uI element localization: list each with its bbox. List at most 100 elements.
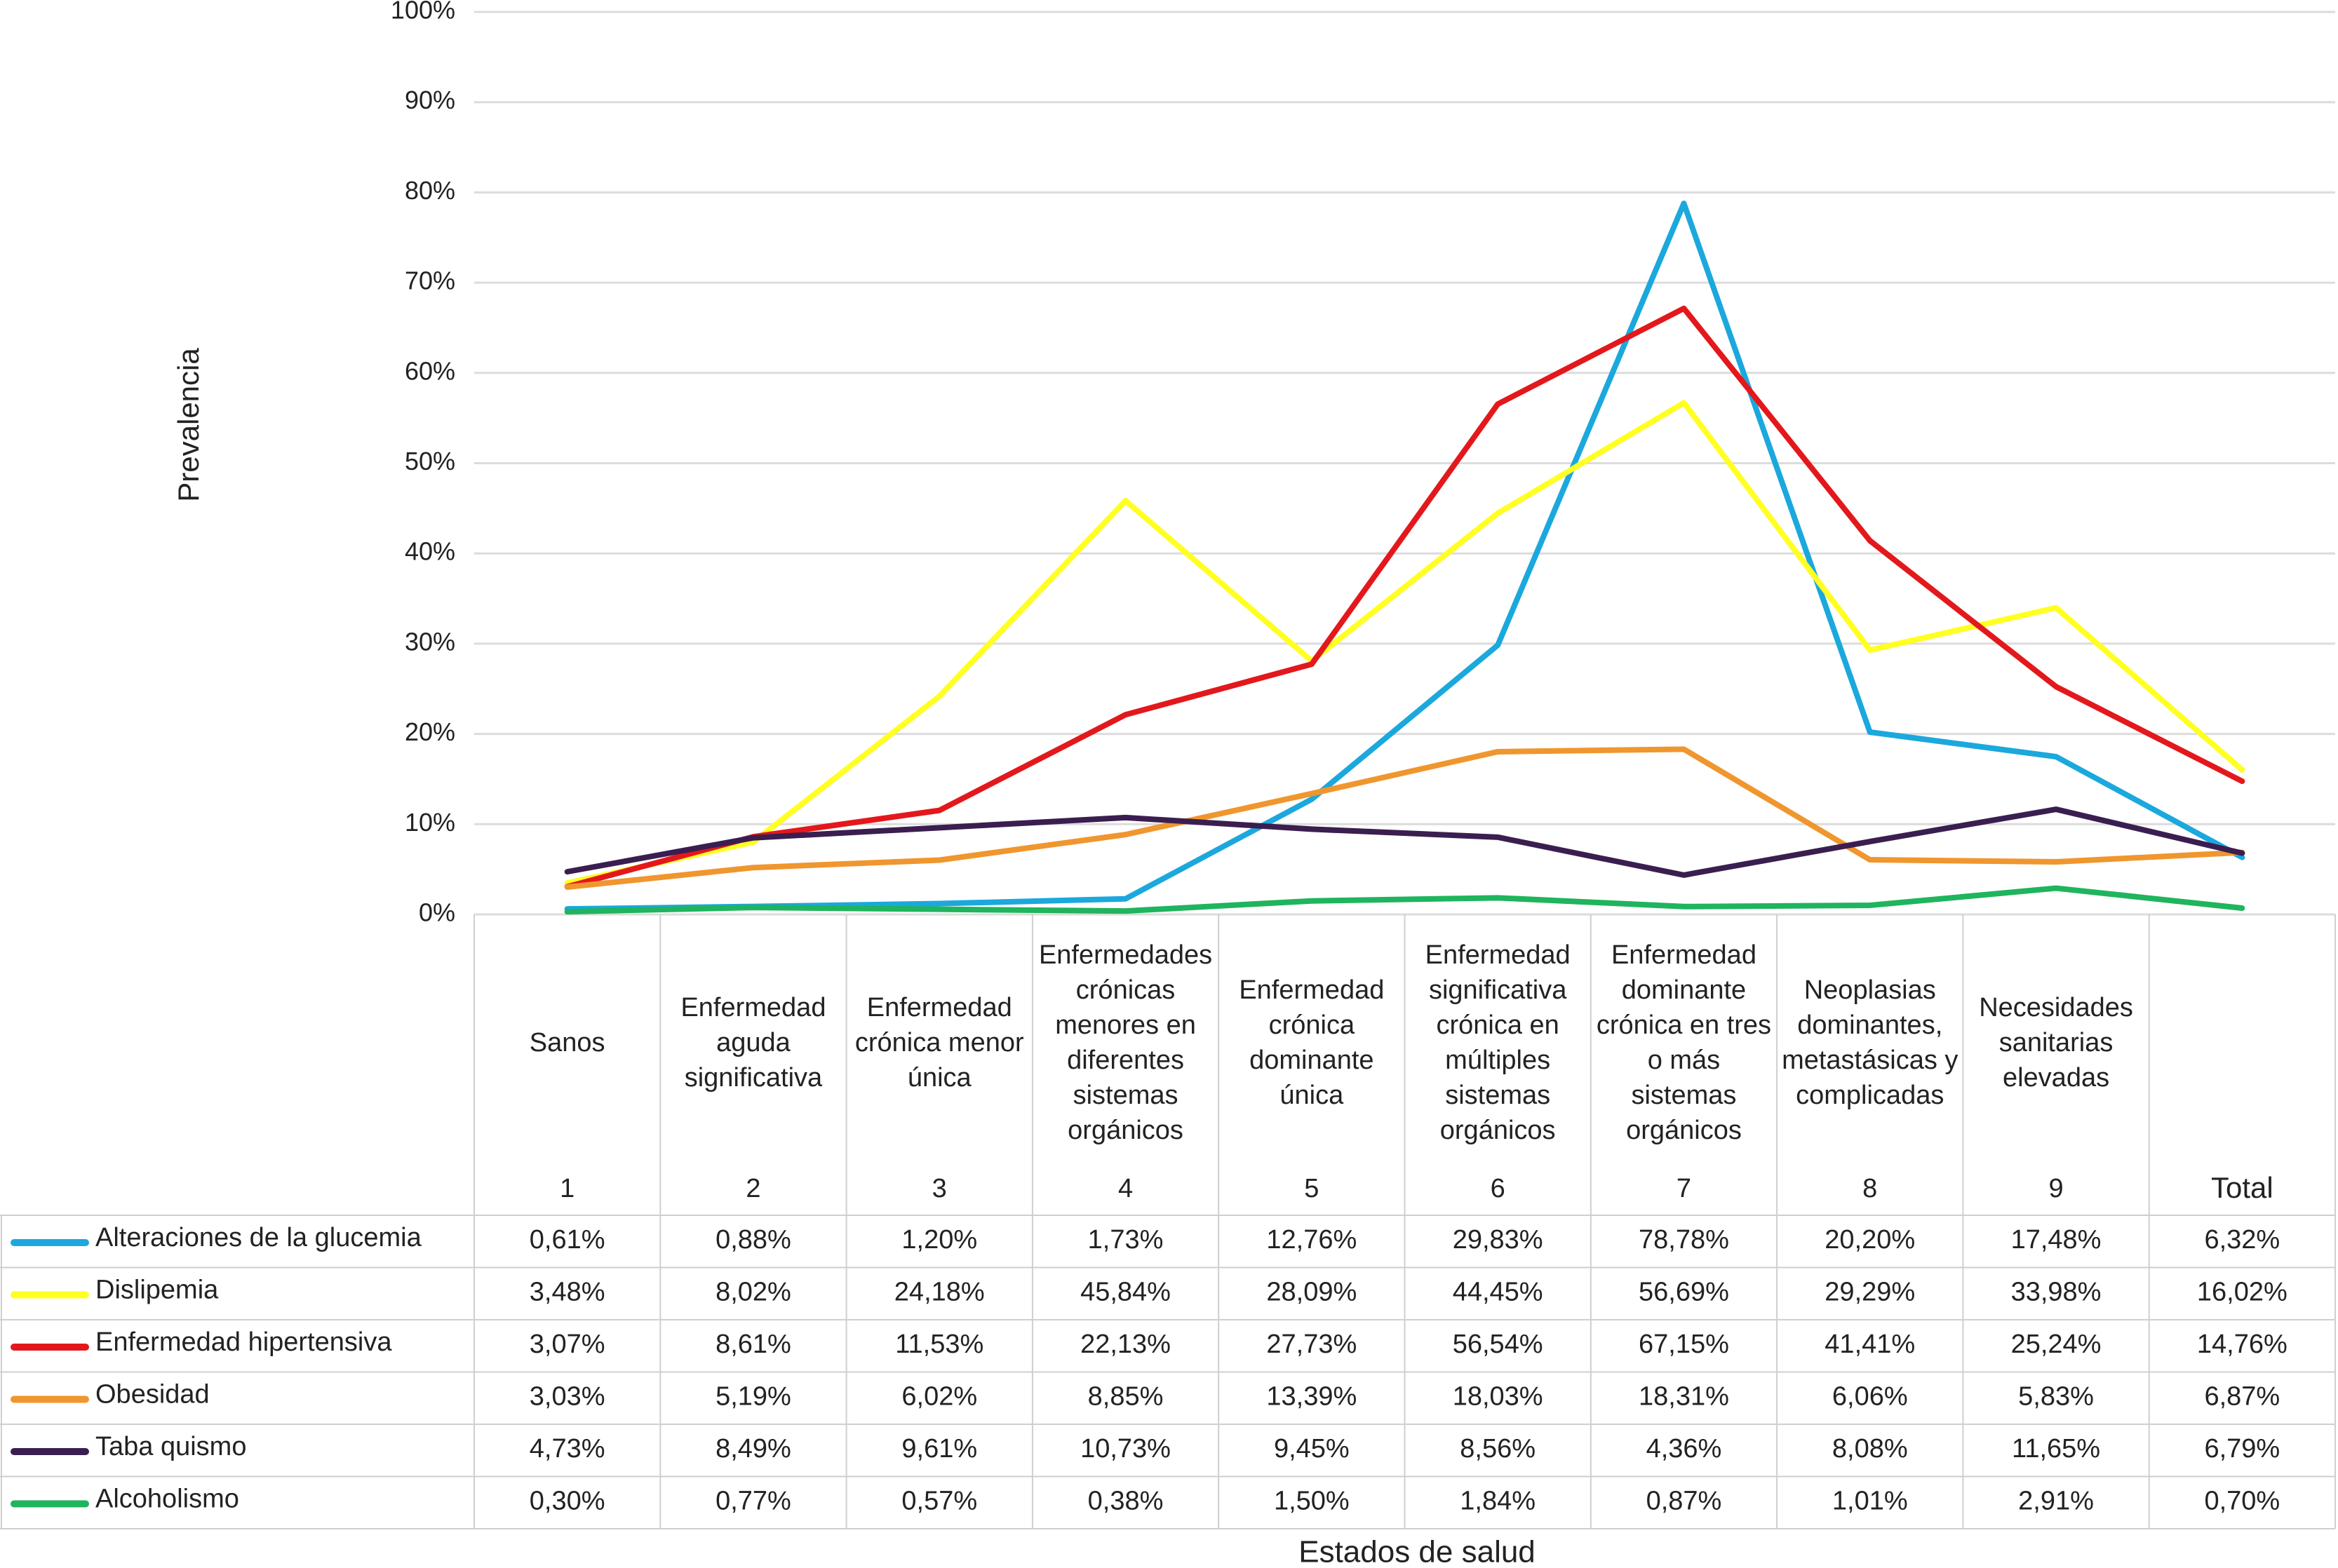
value-label: 24,18%	[894, 1278, 985, 1307]
series-line	[564, 400, 2245, 886]
value-label: 6,79%	[2204, 1434, 2280, 1464]
category-description: Enfermedad dominante crónica en tres o m…	[1596, 940, 1772, 1146]
legend-label: Alcoholismo	[95, 1485, 239, 1514]
y-tick-label: 70%	[405, 266, 455, 295]
x-tick-label: 9	[2048, 1174, 2063, 1203]
legend-label: Alteraciones de la glucemia	[95, 1223, 422, 1252]
value-label: 0,88%	[715, 1225, 791, 1255]
y-tick-label: 100%	[391, 0, 455, 25]
value-label: 28,09%	[1266, 1278, 1357, 1307]
value-label: 44,45%	[1453, 1278, 1543, 1307]
category-description: Enfermedad crónica menor única	[854, 992, 1024, 1093]
category-description: Enfermedades crónicas menores en diferen…	[1038, 940, 1213, 1146]
value-label: 17,48%	[2011, 1225, 2102, 1255]
x-tick-label: 2	[746, 1174, 760, 1203]
value-label: 6,02%	[901, 1382, 977, 1412]
value-label: 56,54%	[1453, 1330, 1543, 1359]
legend-label: Enfermedad hipertensiva	[95, 1327, 392, 1357]
value-label: 0,87%	[1646, 1487, 1722, 1516]
value-label: 0,57%	[901, 1487, 977, 1516]
series-line	[564, 201, 2245, 912]
series-line	[564, 885, 2245, 915]
value-label: 6,06%	[1832, 1382, 1908, 1412]
y-tick-label: 60%	[405, 356, 455, 385]
value-label: 4,36%	[1646, 1434, 1722, 1464]
value-label: 12,76%	[1266, 1225, 1357, 1255]
value-label: 18,31%	[1639, 1382, 1729, 1412]
y-tick-label: 0%	[419, 898, 455, 927]
series-line	[564, 305, 2245, 890]
category-description: Enfermedad crónica dominante única	[1239, 975, 1385, 1111]
value-label: 33,98%	[2011, 1278, 2102, 1307]
value-label: 13,39%	[1266, 1382, 1357, 1412]
value-label: 8,56%	[1460, 1434, 1536, 1464]
value-label: 14,76%	[2197, 1330, 2287, 1359]
value-label: 6,32%	[2204, 1225, 2280, 1255]
x-tick-label: 5	[1304, 1174, 1319, 1203]
x-axis-title: Estados de salud	[1298, 1535, 1536, 1568]
value-label: 29,83%	[1453, 1225, 1543, 1255]
value-label: 27,73%	[1266, 1330, 1357, 1359]
value-label: 78,78%	[1639, 1225, 1729, 1255]
x-tick-label: Total	[2211, 1171, 2273, 1204]
value-label: 18,03%	[1453, 1382, 1543, 1412]
category-description: Neoplasias dominantes, metastásicas y co…	[1782, 975, 1959, 1111]
value-label: 45,84%	[1080, 1278, 1171, 1307]
value-label: 3,03%	[530, 1382, 605, 1412]
value-label: 20,20%	[1825, 1225, 1915, 1255]
x-tick-label: 3	[932, 1174, 947, 1203]
value-label: 8,85%	[1088, 1382, 1164, 1412]
value-label: 29,29%	[1825, 1278, 1915, 1307]
value-label: 1,20%	[901, 1225, 977, 1255]
category-description: Necesidades sanitarias elevadas	[1979, 992, 2133, 1093]
value-label: 0,61%	[530, 1225, 605, 1255]
value-label: 4,73%	[530, 1434, 605, 1464]
value-label: 8,02%	[715, 1278, 791, 1307]
y-tick-label: 10%	[405, 808, 455, 837]
value-label: 0,38%	[1088, 1487, 1164, 1516]
value-label: 5,83%	[2018, 1382, 2094, 1412]
value-label: 2,91%	[2018, 1487, 2094, 1516]
y-tick-label: 20%	[405, 717, 455, 746]
value-label: 1,73%	[1088, 1225, 1164, 1255]
value-label: 0,30%	[530, 1487, 605, 1516]
series-line	[564, 746, 2245, 891]
value-label: 9,45%	[1274, 1434, 1350, 1464]
value-label: 67,15%	[1639, 1330, 1729, 1359]
value-label: 41,41%	[1825, 1330, 1915, 1359]
value-label: 8,49%	[715, 1434, 791, 1464]
value-label: 8,08%	[1832, 1434, 1908, 1464]
category-description: Enfermedad aguda significativa	[680, 992, 826, 1093]
value-label: 3,07%	[530, 1330, 605, 1359]
value-label: 22,13%	[1080, 1330, 1171, 1359]
value-label: 0,77%	[715, 1487, 791, 1516]
value-label: 1,50%	[1274, 1487, 1350, 1516]
value-label: 56,69%	[1639, 1278, 1729, 1307]
x-tick-label: 8	[1862, 1174, 1877, 1203]
series-line	[564, 806, 2245, 878]
legend-label: Obesidad	[95, 1380, 210, 1410]
legend-label: Taba quismo	[95, 1432, 246, 1461]
y-tick-label: 90%	[405, 86, 455, 114]
value-label: 6,87%	[2204, 1382, 2280, 1412]
value-label: 10,73%	[1080, 1434, 1171, 1464]
x-tick-label: 1	[560, 1174, 575, 1203]
value-label: 9,61%	[901, 1434, 977, 1464]
category-description: Sanos	[529, 1027, 605, 1057]
value-label: 25,24%	[2011, 1330, 2102, 1359]
value-label: 11,65%	[2012, 1434, 2100, 1464]
y-tick-label: 50%	[405, 447, 455, 475]
y-axis-title: Prevalencia	[172, 348, 205, 502]
value-label: 5,19%	[715, 1382, 791, 1412]
x-tick-label: 6	[1491, 1174, 1505, 1203]
x-tick-label: 4	[1118, 1174, 1133, 1203]
value-label: 1,84%	[1460, 1487, 1536, 1516]
y-tick-label: 30%	[405, 627, 455, 656]
y-tick-label: 80%	[405, 176, 455, 205]
y-tick-label: 40%	[405, 537, 455, 566]
legend-label: Dislipemia	[95, 1276, 219, 1305]
value-label: 11,53%	[895, 1330, 983, 1359]
category-description: Enfermedad significativa crónica en múlt…	[1425, 940, 1571, 1146]
